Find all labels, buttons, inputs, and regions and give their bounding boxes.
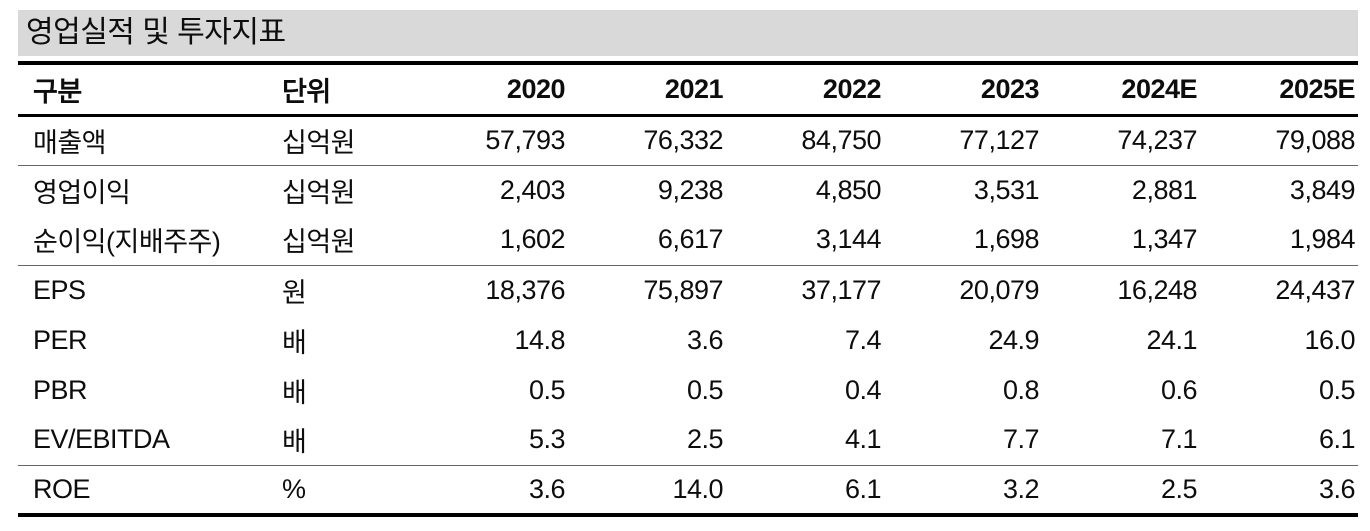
table-row-net-profit: 순이익(지배주주) 십억원 1,602 6,617 3,144 1,698 1,… bbox=[18, 215, 1358, 266]
table-row-operating-profit: 영업이익 십억원 2,403 9,238 4,850 3,531 2,881 3… bbox=[18, 165, 1358, 215]
cell-value: 24,437 bbox=[1275, 274, 1355, 305]
cell-value: 1,347 bbox=[1042, 215, 1200, 266]
column-header-2023: 2023 bbox=[884, 63, 1042, 117]
cell-value: 0.5 bbox=[686, 374, 724, 405]
cell-value: 24.1 bbox=[1146, 324, 1197, 355]
cell-value: 6.1 bbox=[1200, 415, 1358, 466]
cell-value: 14.0 bbox=[672, 473, 723, 504]
row-unit: % bbox=[282, 473, 306, 504]
cell-value: 3.6 bbox=[1318, 473, 1356, 504]
cell-value: 1,698 bbox=[884, 215, 1042, 266]
cell-value: 20,079 bbox=[959, 274, 1039, 305]
table-row-eps: EPS 원 18,376 75,897 37,177 20,079 16,248… bbox=[18, 265, 1358, 315]
table-row-per: PER 배 14.8 3.6 7.4 24.9 24.1 16.0 bbox=[18, 315, 1358, 365]
row-label: EV/EBITDA bbox=[18, 415, 282, 466]
row-label: ROE bbox=[33, 473, 91, 504]
cell-value: 77,127 bbox=[884, 115, 1042, 166]
cell-value: 37,177 bbox=[801, 274, 881, 305]
cell-value: 3,144 bbox=[726, 215, 884, 266]
cell-value: 75,897 bbox=[643, 274, 723, 305]
cell-value: 7.1 bbox=[1042, 415, 1200, 466]
row-unit: 십억원 bbox=[282, 177, 356, 208]
row-unit: 원 bbox=[282, 277, 307, 308]
cell-value: 79,088 bbox=[1200, 115, 1358, 166]
cell-value: 84,750 bbox=[726, 115, 884, 166]
cell-value: 2.5 bbox=[1160, 473, 1198, 504]
cell-value: 2.5 bbox=[568, 415, 726, 466]
cell-value: 4.1 bbox=[726, 415, 884, 466]
cell-value: 3.6 bbox=[528, 473, 566, 504]
row-label: 순이익(지배주주) bbox=[18, 215, 282, 266]
cell-value: 0.6 bbox=[1160, 374, 1198, 405]
cell-value: 3.6 bbox=[686, 324, 724, 355]
column-header-unit: 단위 bbox=[282, 63, 410, 117]
cell-value: 2,403 bbox=[499, 174, 566, 205]
cell-value: 4,850 bbox=[815, 174, 882, 205]
financial-metrics-table: 구분 단위 2020 2021 2022 2023 2024E 2025E 매출… bbox=[18, 61, 1358, 517]
cell-value: 0.8 bbox=[1002, 374, 1040, 405]
cell-value: 74,237 bbox=[1042, 115, 1200, 166]
column-header-2024e: 2024E bbox=[1042, 63, 1200, 117]
row-label: 영업이익 bbox=[33, 177, 131, 208]
table-row-ev-ebitda: EV/EBITDA 배 5.3 2.5 4.1 7.7 7.1 6.1 bbox=[18, 415, 1358, 466]
cell-value: 1,984 bbox=[1200, 215, 1358, 266]
cell-value: 3,849 bbox=[1289, 174, 1356, 205]
column-header-2022: 2022 bbox=[726, 63, 884, 117]
cell-value: 5.3 bbox=[410, 415, 568, 466]
cell-value: 2,881 bbox=[1131, 174, 1198, 205]
cell-value: 3.2 bbox=[1002, 473, 1040, 504]
row-unit: 배 bbox=[282, 327, 307, 358]
row-label: PBR bbox=[33, 374, 88, 405]
column-header-2025e: 2025E bbox=[1200, 63, 1358, 117]
cell-value: 3,531 bbox=[973, 174, 1040, 205]
row-label: 매출액 bbox=[18, 115, 282, 166]
cell-value: 18,376 bbox=[485, 274, 565, 305]
header-row: 구분 단위 2020 2021 2022 2023 2024E 2025E bbox=[18, 63, 1358, 117]
row-unit: 십억원 bbox=[282, 215, 410, 266]
cell-value: 0.5 bbox=[528, 374, 566, 405]
row-unit: 배 bbox=[282, 415, 410, 466]
cell-value: 7.4 bbox=[844, 324, 882, 355]
row-label: PER bbox=[33, 324, 88, 355]
row-unit: 십억원 bbox=[282, 115, 410, 166]
column-header-2020: 2020 bbox=[410, 63, 568, 117]
cell-value: 57,793 bbox=[410, 115, 568, 166]
cell-value: 0.4 bbox=[844, 374, 882, 405]
cell-value: 1,602 bbox=[410, 215, 568, 266]
cell-value: 16.0 bbox=[1304, 324, 1355, 355]
table-row-revenue: 매출액 십억원 57,793 76,332 84,750 77,127 74,2… bbox=[18, 115, 1358, 166]
cell-value: 6,617 bbox=[568, 215, 726, 266]
cell-value: 6.1 bbox=[844, 473, 882, 504]
cell-value: 16,248 bbox=[1117, 274, 1197, 305]
cell-value: 9,238 bbox=[657, 174, 724, 205]
row-unit: 배 bbox=[282, 377, 307, 408]
row-label: EPS bbox=[33, 274, 86, 305]
cell-value: 24.9 bbox=[988, 324, 1039, 355]
cell-value: 76,332 bbox=[568, 115, 726, 166]
cell-value: 0.5 bbox=[1318, 374, 1356, 405]
table-row-roe: ROE % 3.6 14.0 6.1 3.2 2.5 3.6 bbox=[18, 465, 1358, 515]
column-header-category: 구분 bbox=[18, 63, 282, 117]
cell-value: 7.7 bbox=[884, 415, 1042, 466]
table-row-pbr: PBR 배 0.5 0.5 0.4 0.8 0.6 0.5 bbox=[18, 365, 1358, 415]
table-title: 영업실적 및 투자지표 bbox=[18, 10, 1358, 56]
cell-value: 14.8 bbox=[514, 324, 565, 355]
column-header-2021: 2021 bbox=[568, 63, 726, 117]
